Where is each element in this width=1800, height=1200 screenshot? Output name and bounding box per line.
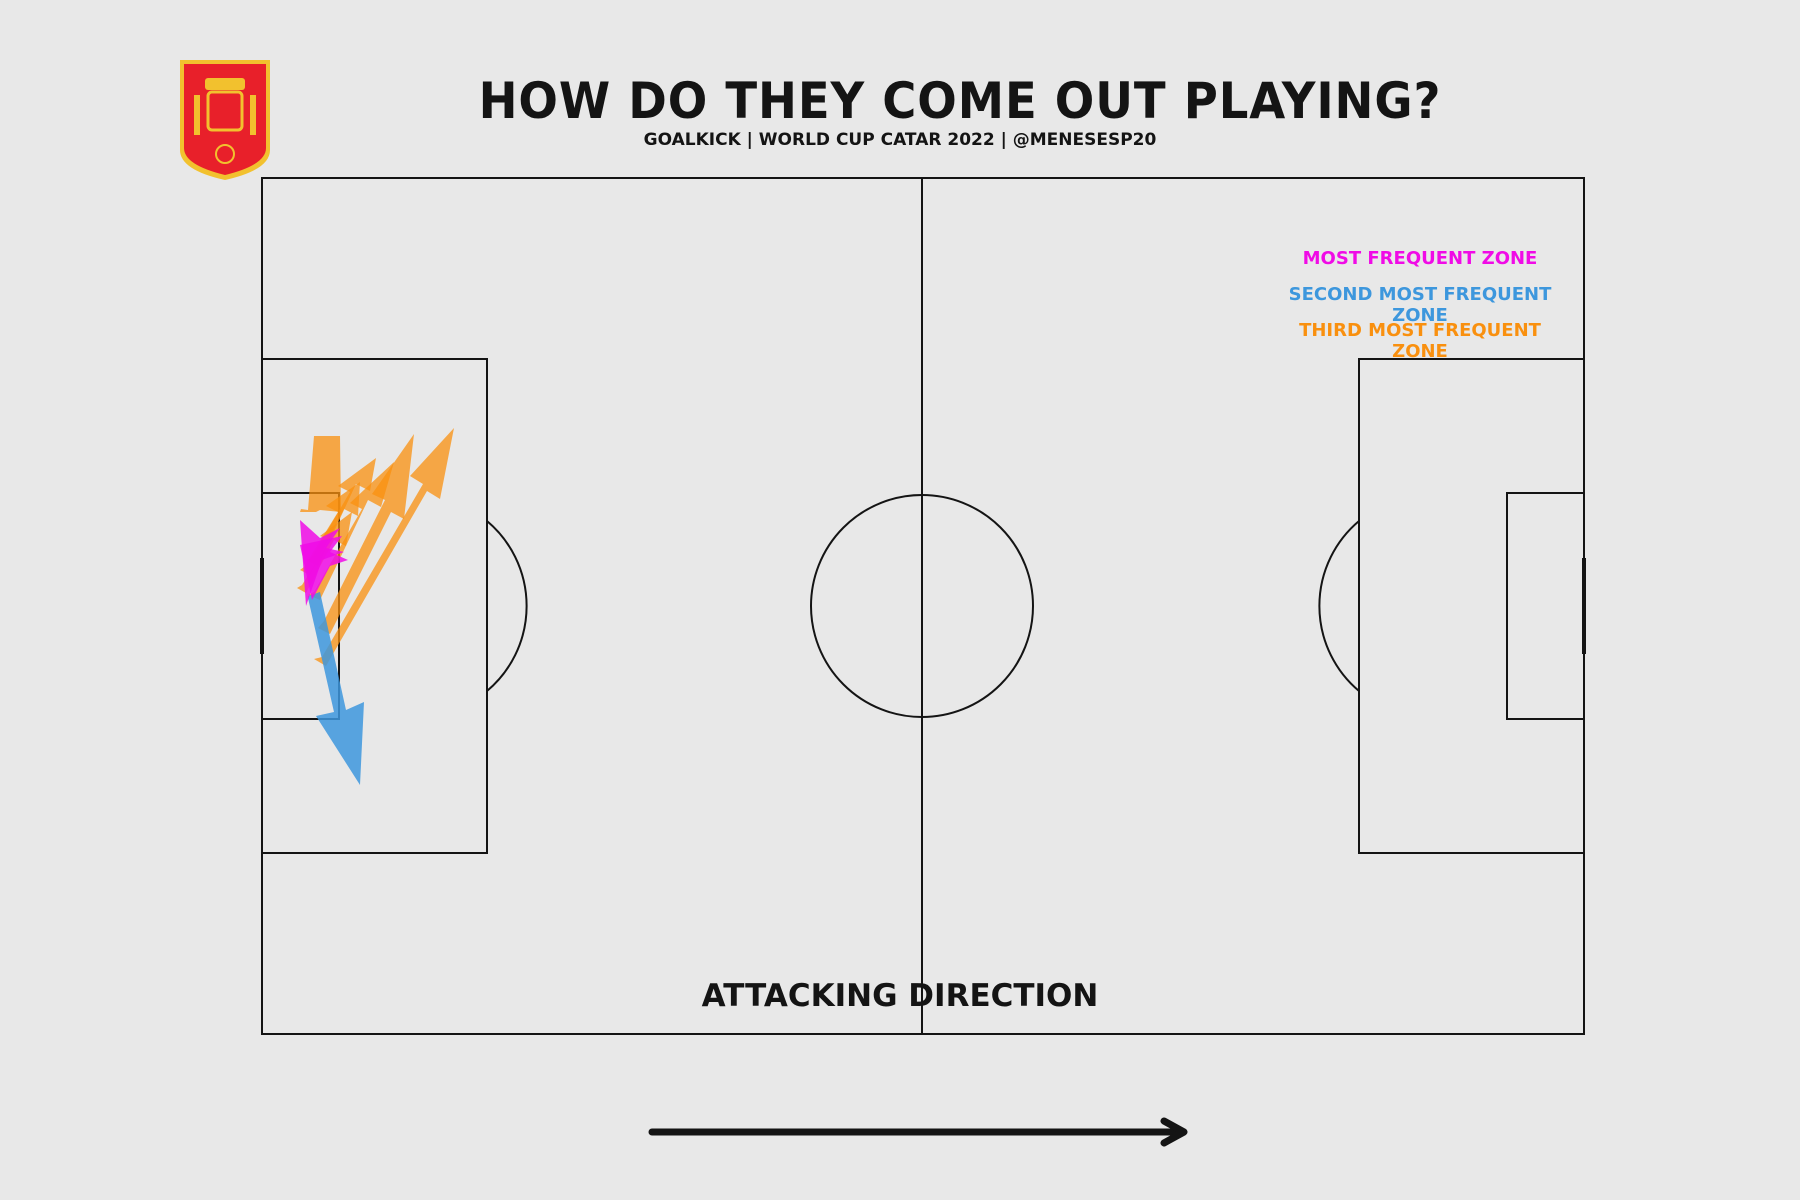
legend-most-frequent-zone: MOST FREQUENT ZONE [1302,248,1538,269]
goalkick-arrow [318,434,414,634]
spain-federation-crest-icon [180,60,270,180]
right-penalty-box [1358,358,1585,854]
goalkick-arrow [300,436,341,512]
page-subtitle: GOALKICK | WORLD CUP CATAR 2022 | @MENES… [643,130,1157,150]
goalkick-arrow [314,428,454,666]
attacking-direction-arrow [648,1117,1188,1147]
right-six-yard-box [1506,492,1585,720]
left-penalty-box [261,358,488,854]
legend-second-most-frequent-zone: SECOND MOST FREQUENT ZONE [1288,284,1552,326]
second-zone-arrows [308,592,364,785]
legend-third-most-frequent-zone: THIRD MOST FREQUENT ZONE [1299,320,1541,362]
center-circle [810,494,1034,718]
attacking-direction-label: ATTACKING DIRECTION [701,978,1099,1014]
page-title: HOW DO THEY COME OUT PLAYING? [478,72,1442,130]
left-penalty-arc [486,520,528,692]
first-zone-arrows [300,520,348,606]
right-penalty-arc [1318,520,1360,692]
goalkick-arrow [308,592,364,785]
goalkick-arrow [300,536,348,600]
